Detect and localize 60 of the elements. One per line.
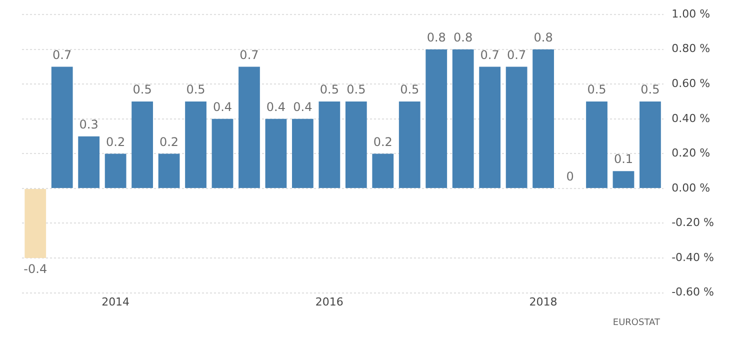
bar	[612, 171, 634, 188]
bar	[586, 102, 608, 188]
x-tick-label: 2014	[102, 295, 130, 308]
y-tick-label: 0.60 %	[672, 77, 710, 90]
data-label: 0.5	[400, 82, 420, 97]
data-label: 0.8	[454, 30, 473, 44]
bar	[51, 66, 73, 188]
data-label: 0.5	[320, 82, 339, 97]
bar	[158, 154, 180, 188]
bar	[185, 102, 206, 188]
data-label: 0.3	[79, 117, 98, 132]
text: EUROSTAT	[612, 318, 660, 328]
data-label: 0.5	[346, 82, 366, 97]
data-label: 0.2	[159, 134, 179, 149]
bar	[532, 49, 554, 188]
bar	[104, 154, 126, 188]
data-label: 0.5	[186, 82, 206, 97]
y-tick-label: -0.60 %	[672, 286, 714, 299]
y-tick-label: 0.00 %	[672, 181, 710, 194]
data-label: 0.7	[480, 48, 500, 62]
bar	[345, 102, 367, 188]
x-tick-label: 2018	[529, 295, 558, 308]
data-label: 0.5	[132, 82, 152, 97]
bar	[78, 136, 100, 188]
data-label: 0.5	[640, 82, 660, 97]
y-tick-label: -0.20 %	[672, 216, 714, 230]
data-label: 0	[566, 170, 574, 184]
bar	[426, 49, 448, 188]
bar	[292, 118, 314, 188]
data-label: 0.4	[212, 100, 232, 114]
data-label: 0.7	[52, 48, 72, 62]
data-label: 0.8	[534, 30, 553, 44]
y-tick-label: 0.40 %	[672, 112, 710, 125]
data-label: 0.4	[266, 100, 286, 114]
data-label: 0.7	[240, 48, 259, 62]
y-tick-label: 0.20 %	[672, 146, 710, 160]
bar	[238, 66, 260, 188]
data-label: 0.5	[587, 82, 606, 97]
bar	[398, 102, 420, 188]
y-tick-label: 1.00 %	[672, 7, 710, 20]
data-label: 0.7	[507, 48, 526, 62]
bar	[318, 102, 340, 188]
bar	[372, 154, 394, 188]
data-label: -0.4	[24, 262, 48, 276]
data-label: 0.2	[373, 134, 392, 149]
bar	[24, 188, 46, 258]
bar	[640, 102, 661, 188]
data-label: 0.2	[106, 134, 126, 149]
data-label: 0.8	[426, 30, 446, 44]
data-label: 0.4	[293, 100, 312, 114]
y-tick-label: 0.80 %	[672, 42, 710, 56]
bar	[506, 66, 528, 188]
bar	[452, 49, 474, 188]
x-tick-label: 2016	[315, 295, 344, 308]
bar	[212, 118, 234, 188]
bar	[132, 102, 153, 188]
bar	[479, 66, 501, 188]
data-label: 0.1	[614, 152, 634, 166]
y-tick-label: -0.40 %	[672, 250, 714, 264]
bar	[265, 118, 287, 188]
